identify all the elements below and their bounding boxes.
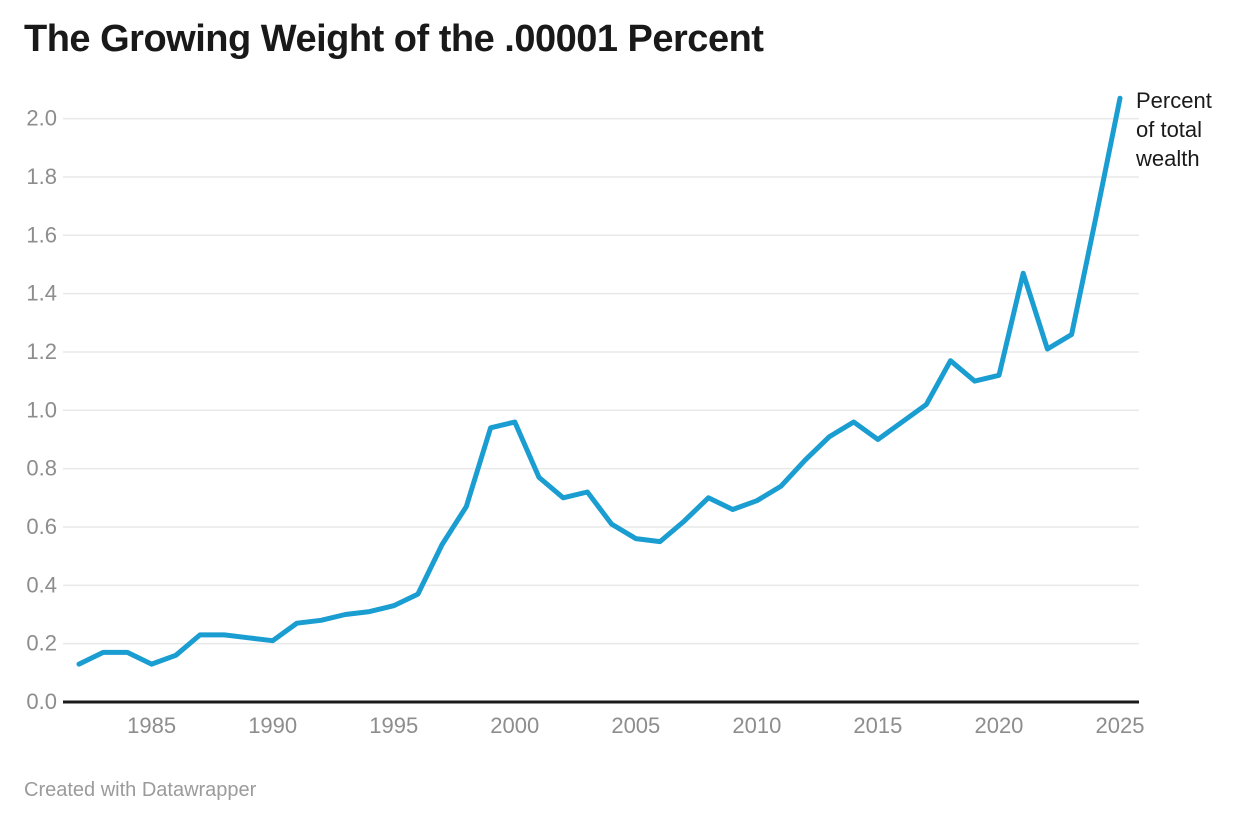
series-label-annotation: Percent of total wealth bbox=[1136, 88, 1212, 171]
x-tick-label: 2015 bbox=[853, 713, 902, 738]
y-tick-label: 2.0 bbox=[26, 106, 57, 131]
wealth-share-line bbox=[76, 95, 1123, 667]
datawrapper-attribution: Created with Datawrapper bbox=[24, 779, 257, 801]
y-tick-label: 1.8 bbox=[26, 164, 57, 189]
x-tick-label: 2010 bbox=[732, 713, 781, 738]
y-tick-label: 0.4 bbox=[26, 572, 57, 597]
y-tick-label: 1.6 bbox=[26, 222, 57, 247]
chart-title: The Growing Weight of the .00001 Percent bbox=[24, 18, 764, 60]
y-tick-label: 0.6 bbox=[26, 514, 57, 539]
x-tick-label: 1995 bbox=[369, 713, 418, 738]
x-tick-label: 2025 bbox=[1096, 713, 1145, 738]
x-tick-label: 1990 bbox=[248, 713, 297, 738]
x-tick-label: 2005 bbox=[611, 713, 660, 738]
y-tick-label: 0.0 bbox=[26, 689, 57, 714]
y-tick-label: 1.2 bbox=[26, 339, 57, 364]
x-tick-label: 2000 bbox=[490, 713, 539, 738]
x-tick-label: 2020 bbox=[974, 713, 1023, 738]
y-tick-label: 0.8 bbox=[26, 456, 57, 481]
y-tick-label: 1.4 bbox=[26, 281, 57, 306]
x-tick-label: 1985 bbox=[127, 713, 176, 738]
y-tick-label: 1.0 bbox=[26, 397, 57, 422]
y-tick-label: 0.2 bbox=[26, 631, 57, 656]
